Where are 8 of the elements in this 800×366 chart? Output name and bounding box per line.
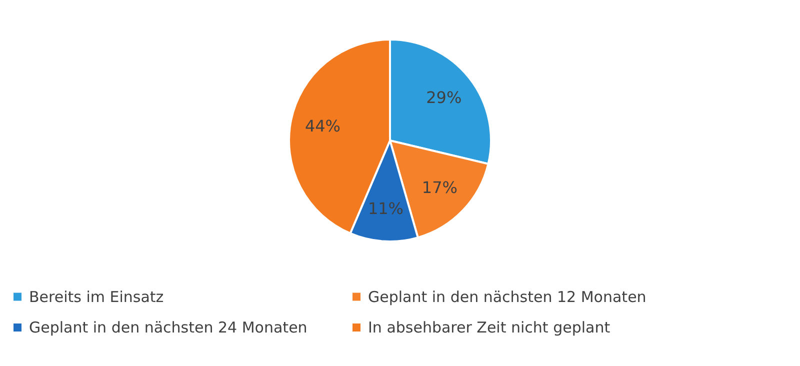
legend-label: In absehbarer Zeit nicht geplant (368, 318, 610, 336)
legend-label: Geplant in den nächsten 24 Monaten (29, 318, 308, 336)
data-label: 44% (304, 116, 340, 136)
data-label: 29% (426, 88, 462, 107)
data-label: 17% (422, 178, 458, 197)
legend-label: Geplant in den nächsten 12 Monaten (368, 288, 646, 306)
legend-label: Bereits im Einsatz (29, 288, 164, 306)
data-label: 11% (368, 199, 404, 218)
